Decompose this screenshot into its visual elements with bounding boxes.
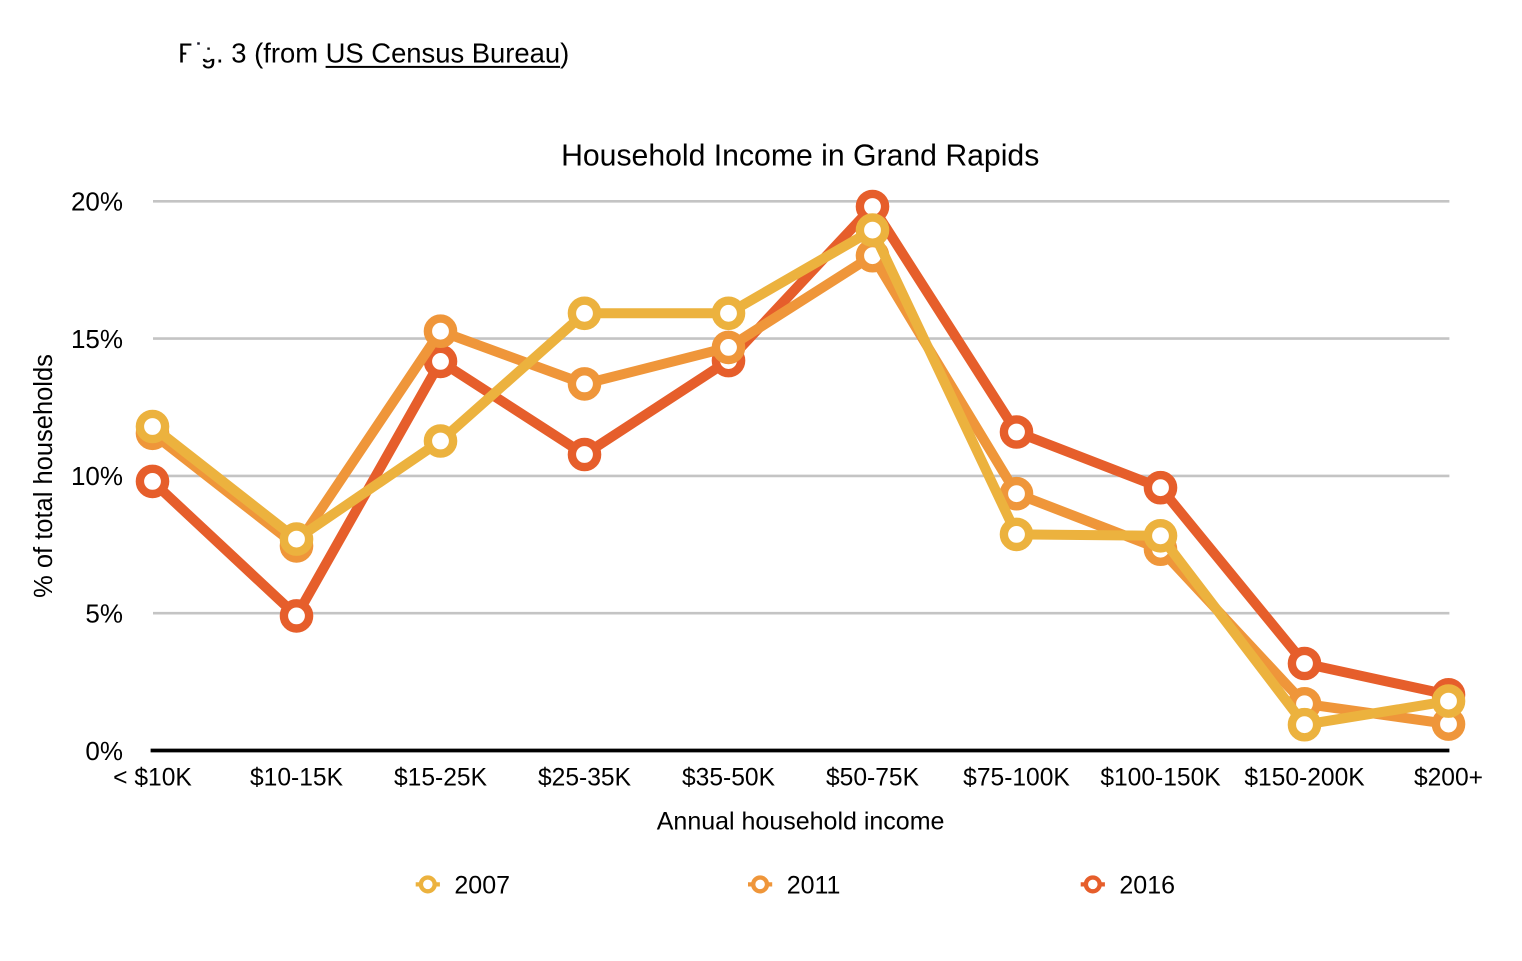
svg-text:Annual household income: Annual household income: [657, 808, 945, 836]
svg-text:$35-50K: $35-50K: [682, 765, 776, 792]
svg-text:$75-100K: $75-100K: [963, 765, 1070, 792]
svg-text:Household Income in Grand Rapi: Household Income in Grand Rapids: [561, 140, 1039, 173]
svg-text:$50-75K: $50-75K: [826, 765, 920, 792]
svg-text:$15-25K: $15-25K: [394, 765, 488, 792]
svg-text:5%: 5%: [85, 599, 123, 629]
svg-text:2011: 2011: [787, 872, 841, 900]
svg-text:Fig. 3 (from US Census Bureau): Fig. 3 (from US Census Bureau): [178, 37, 569, 68]
svg-text:20%: 20%: [71, 187, 123, 217]
svg-text:$25-35K: $25-35K: [538, 765, 632, 792]
svg-text:15%: 15%: [71, 324, 123, 354]
svg-text:10%: 10%: [71, 461, 123, 491]
svg-text:$150-200K: $150-200K: [1244, 765, 1365, 792]
svg-text:2016: 2016: [1119, 872, 1175, 900]
svg-text:$200+: $200+: [1414, 765, 1483, 792]
svg-text:$100-150K: $100-150K: [1100, 765, 1221, 792]
svg-text:2007: 2007: [454, 872, 510, 900]
svg-text:% of total households: % of total households: [30, 354, 58, 598]
svg-text:$10-15K: $10-15K: [250, 765, 344, 792]
svg-text:0%: 0%: [85, 736, 123, 766]
svg-text:< $10K: < $10K: [113, 765, 192, 792]
